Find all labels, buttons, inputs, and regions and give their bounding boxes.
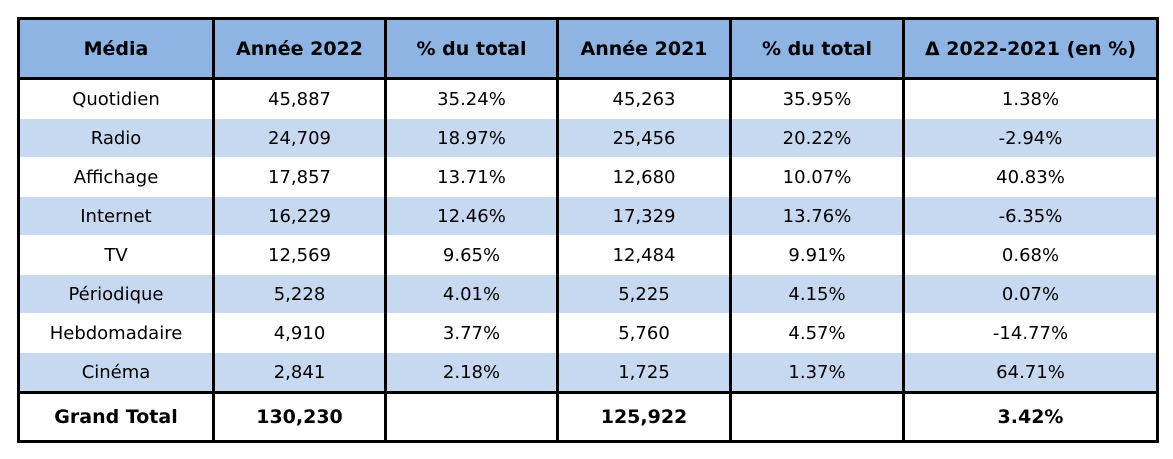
value-cell: 12.46%	[384, 196, 559, 236]
column-header-0: Média	[17, 17, 215, 80]
value-cell: 12,680	[556, 157, 732, 197]
value-cell: 18.97%	[384, 118, 559, 158]
value-cell: -2.94%	[902, 118, 1159, 158]
value-cell: 5,228	[212, 274, 387, 314]
value-cell: 5,225	[556, 274, 732, 314]
total-value-cell	[729, 391, 905, 443]
value-cell: 3.77%	[384, 313, 559, 353]
column-header-5: Δ 2022-2021 (en %)	[902, 17, 1159, 80]
table-row: Affichage 17,857 13.71% 12,680 10.07% 40.83%	[17, 157, 1159, 197]
table-row: Quotidien 45,887 35.24% 45,263 35.95% 1.38%	[17, 78, 1159, 119]
total-value-cell: 3.42%	[902, 391, 1159, 443]
value-cell: 13.76%	[729, 196, 905, 236]
value-cell: 2,841	[212, 352, 387, 393]
value-cell: 45,887	[212, 78, 387, 119]
value-cell: -14.77%	[902, 313, 1159, 353]
value-cell: 4.15%	[729, 274, 905, 314]
column-header-4: % du total	[729, 17, 905, 80]
media-spend-table: Média Année 2022% du total Année 2021% du …	[17, 17, 1159, 443]
media-table-container: Média Année 2022% du total Année 2021% du …	[17, 17, 1159, 443]
value-cell: 35.24%	[384, 78, 559, 119]
value-cell: 5,760	[556, 313, 732, 353]
media-name-cell: Internet	[17, 196, 215, 236]
value-cell: 20.22%	[729, 118, 905, 158]
value-cell: 1.38%	[902, 78, 1159, 119]
table-row: TV 12,569 9.65% 12,484 9.91% 0.68%	[17, 235, 1159, 275]
column-header-1: Année 2022	[212, 17, 387, 80]
table-body: Quotidien 45,887 35.24% 45,263 35.95% 1.38% Ra…	[17, 78, 1159, 393]
value-cell: 64.71%	[902, 352, 1159, 393]
media-name-cell: Périodique	[17, 274, 215, 314]
media-name-cell: Quotidien	[17, 78, 215, 119]
value-cell: 9.91%	[729, 235, 905, 275]
value-cell: 24,709	[212, 118, 387, 158]
column-header-3: Année 2021	[556, 17, 732, 80]
value-cell: 1,725	[556, 352, 732, 393]
column-header-2: % du total	[384, 17, 559, 80]
value-cell: 12,569	[212, 235, 387, 275]
total-label-cell: Grand Total	[17, 391, 215, 443]
media-name-cell: Affichage	[17, 157, 215, 197]
total-row: Grand Total 130,230 125,922 3.42%	[17, 391, 1159, 443]
value-cell: 0.07%	[902, 274, 1159, 314]
value-cell: -6.35%	[902, 196, 1159, 236]
media-name-cell: Cinéma	[17, 352, 215, 393]
table-row: Internet 16,229 12.46% 17,329 13.76% -6.35%	[17, 196, 1159, 236]
value-cell: 45,263	[556, 78, 732, 119]
value-cell: 17,329	[556, 196, 732, 236]
value-cell: 1.37%	[729, 352, 905, 393]
value-cell: 4.57%	[729, 313, 905, 353]
media-name-cell: Hebdomadaire	[17, 313, 215, 353]
value-cell: 9.65%	[384, 235, 559, 275]
table-footer: Grand Total 130,230 125,922 3.42%	[17, 391, 1159, 443]
value-cell: 17,857	[212, 157, 387, 197]
value-cell: 4.01%	[384, 274, 559, 314]
table-header: Média Année 2022% du total Année 2021% du …	[17, 17, 1159, 80]
value-cell: 16,229	[212, 196, 387, 236]
value-cell: 25,456	[556, 118, 732, 158]
total-value-cell: 125,922	[556, 391, 732, 443]
table-row: Hebdomadaire 4,910 3.77% 5,760 4.57% -14.77%	[17, 313, 1159, 353]
table-row: Périodique 5,228 4.01% 5,225 4.15% 0.07%	[17, 274, 1159, 314]
table-row: Radio 24,709 18.97% 25,456 20.22% -2.94%	[17, 118, 1159, 158]
header-row: Média Année 2022% du total Année 2021% du …	[17, 17, 1159, 80]
media-name-cell: Radio	[17, 118, 215, 158]
value-cell: 35.95%	[729, 78, 905, 119]
value-cell: 0.68%	[902, 235, 1159, 275]
value-cell: 10.07%	[729, 157, 905, 197]
value-cell: 13.71%	[384, 157, 559, 197]
value-cell: 12,484	[556, 235, 732, 275]
value-cell: 4,910	[212, 313, 387, 353]
total-value-cell	[384, 391, 559, 443]
value-cell: 2.18%	[384, 352, 559, 393]
media-name-cell: TV	[17, 235, 215, 275]
value-cell: 40.83%	[902, 157, 1159, 197]
total-value-cell: 130,230	[212, 391, 387, 443]
table-row: Cinéma 2,841 2.18% 1,725 1.37% 64.71%	[17, 352, 1159, 393]
